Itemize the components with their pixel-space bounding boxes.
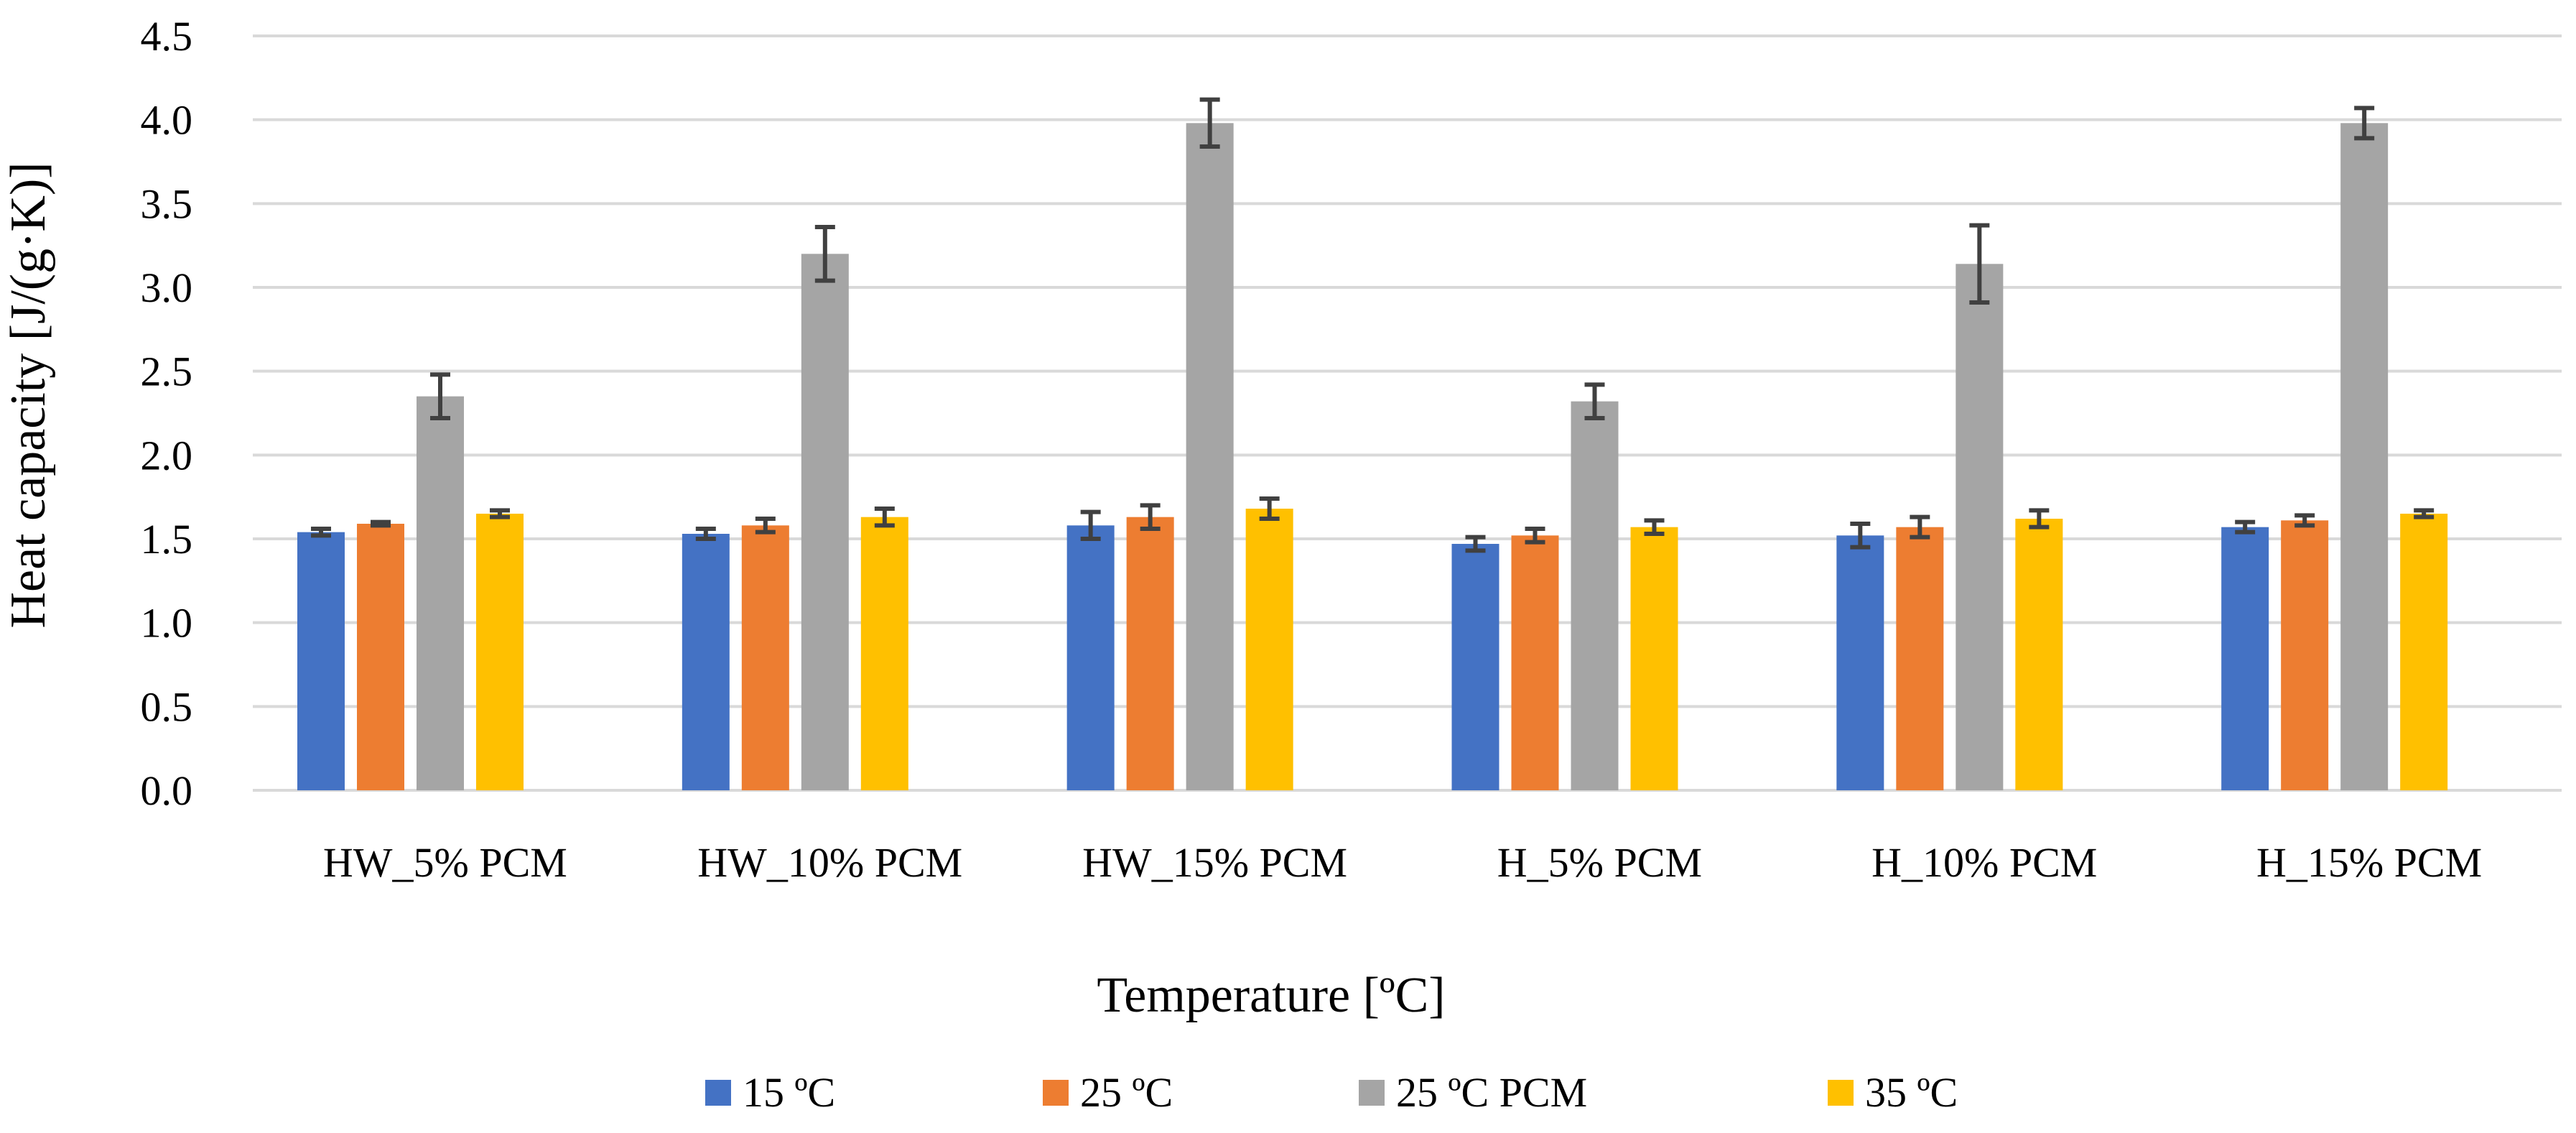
y-tick-label: 0.5 [141,683,193,730]
x-tick-label: HW_10% PCM [697,839,962,886]
bars [297,123,2448,791]
legend: 15 ºC 25 ºC 25 ºC PCM 35 ºC [705,1069,1958,1116]
error-bar [1584,382,1605,420]
bar [1451,544,1499,790]
y-tick-label: 1.5 [141,516,193,563]
error-bar [2414,508,2435,519]
error-bar [1850,522,1871,550]
error-bar [2294,513,2315,528]
error-bar [1465,535,1486,553]
legend-item: 35 ºC [1828,1069,1958,1116]
error-bar [311,527,331,538]
bar [860,517,908,790]
bar [1571,401,1619,790]
bar [1245,509,1293,790]
y-tick-label: 4.0 [141,97,193,144]
gridlines [253,34,2562,792]
error-bar [1140,503,1161,531]
error-bar [814,225,835,283]
x-tick-label: HW_15% PCM [1082,839,1347,886]
bar [476,514,524,790]
error-bar [371,519,391,528]
error-bar [1525,527,1545,545]
bar [1956,264,2004,790]
error-bar [2354,106,2375,141]
legend-label: 15 ºC [743,1069,835,1116]
bar [2281,520,2329,790]
legend-item: 25 ºC PCM [1359,1069,1587,1116]
bar [417,396,464,790]
error-bar [1644,518,1665,536]
error-bar [1969,223,1990,305]
x-axis-title: Temperature [ºC] [1097,968,1445,1023]
bar [357,524,404,790]
error-bar [2029,508,2050,529]
bar [801,254,849,790]
bar [297,532,345,790]
bar [741,525,789,790]
bar [1066,525,1115,790]
error-bar [430,372,450,420]
legend-label: 25 ºC [1080,1069,1173,1116]
legend-label: 25 ºC PCM [1396,1069,1587,1116]
x-tick-label: HW_5% PCM [323,839,567,886]
legend-swatch [705,1080,731,1106]
error-bar [874,507,895,528]
error-bar [2235,519,2256,535]
legend-item: 15 ºC [705,1069,835,1116]
bar [2221,527,2269,790]
error-bar [490,508,510,519]
x-tick-label: H_5% PCM [1497,839,1702,886]
error-bars [311,97,2435,553]
bar [1126,517,1174,790]
y-tick-label: 1.0 [141,600,193,647]
error-bar [1910,514,1930,540]
bar [2015,519,2063,790]
y-axis-ticks: 0.0 0.5 1.0 1.5 2.0 2.5 3.0 3.5 4.0 4.5 [141,13,193,814]
y-axis-title: Heat capacity [J/(g·K)] [1,162,56,628]
error-bar [1080,509,1101,541]
bar [1186,123,1234,791]
error-bar [755,517,776,535]
y-tick-label: 0.0 [141,767,193,814]
bar [682,534,730,790]
bar [1630,527,1678,790]
legend-item: 25 ºC [1043,1069,1173,1116]
legend-label: 35 ºC [1865,1069,1958,1116]
error-bar [695,527,716,541]
bar [2400,514,2448,790]
bar [1896,527,1944,790]
y-tick-label: 3.0 [141,264,193,311]
y-tick-label: 3.5 [141,180,193,227]
error-bar [1199,97,1220,149]
bar [1836,535,1884,790]
y-tick-label: 2.5 [141,348,193,395]
legend-swatch [1043,1080,1069,1106]
y-tick-label: 4.5 [141,13,193,60]
legend-swatch [1359,1080,1385,1106]
bar [1511,535,1559,790]
x-axis-ticks: HW_5% PCM HW_10% PCM HW_15% PCM H_5% PCM H_1… [323,839,2482,886]
x-tick-label: H_15% PCM [2256,839,2482,886]
bar [2340,123,2389,791]
legend-swatch [1828,1080,1854,1106]
error-bar [1259,496,1280,521]
y-tick-label: 2.0 [141,432,193,478]
x-tick-label: H_10% PCM [1871,839,2097,886]
